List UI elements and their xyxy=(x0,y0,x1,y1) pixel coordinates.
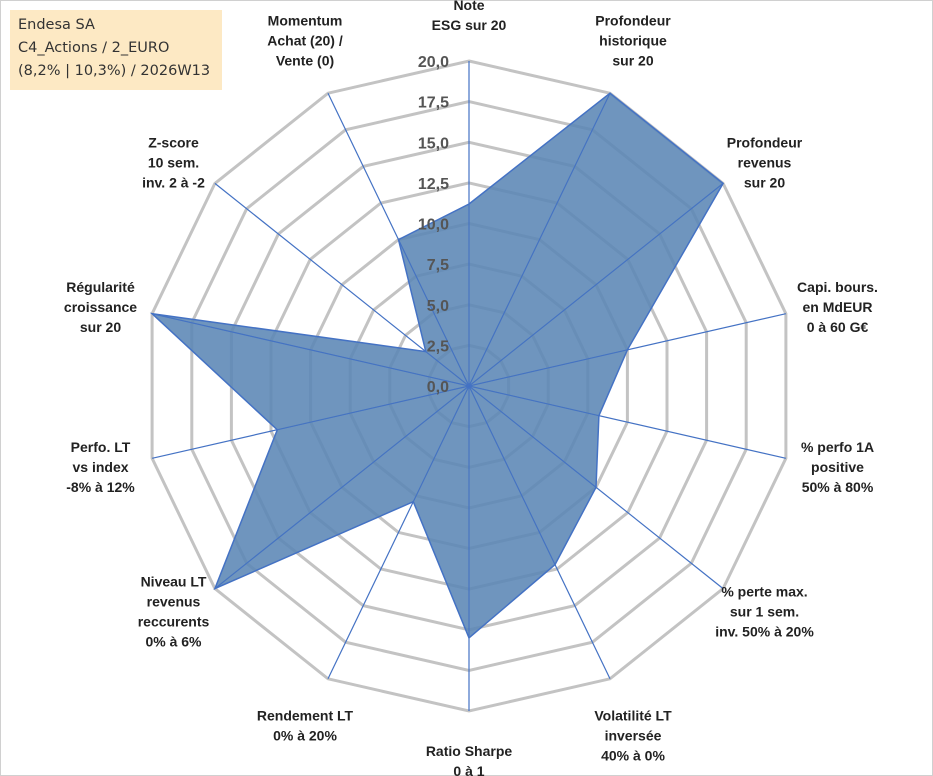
axis-label: % perte max. sur 1 sem. inv. 50% à 20% xyxy=(715,584,814,640)
axis-spoke-overlay xyxy=(277,385,470,431)
axis-label: Perfo. LT vs index -8% à 12% xyxy=(66,439,135,495)
axis-label: Régularité croissance sur 20 xyxy=(64,279,137,335)
tick-label: 2,5 xyxy=(427,338,449,355)
axis-spoke-overlay xyxy=(214,385,470,589)
tick-label: 10,0 xyxy=(418,217,449,234)
axis-label: Capi. bours. en MdEUR 0 à 60 G€ xyxy=(797,279,878,335)
tick-label: 20,0 xyxy=(418,54,449,71)
axis-label: Momentum Achat (20) / Vente (0) xyxy=(267,13,343,69)
axis-spoke-overlay xyxy=(468,92,611,387)
axis-spoke-overlay xyxy=(468,385,597,488)
tick-label: 5,0 xyxy=(427,298,449,315)
axis-spoke-overlay xyxy=(468,385,600,417)
data-area-layer xyxy=(149,92,725,640)
chart-title-box: Endesa SA C4_Actions / 2_EURO (8,2% | 10… xyxy=(10,10,222,90)
tick-label-layer: 0,0 2,5 5,0 7,5 10,0 12,5 15,0 17,5 20,0 xyxy=(418,54,449,396)
company-name: Endesa SA xyxy=(18,17,95,33)
axis-label: Rendement LT 0% à 20% xyxy=(257,707,354,743)
axis-label: Ratio Sharpe 0 à 1 xyxy=(426,743,513,776)
axis-spoke-overlay xyxy=(468,349,628,387)
tick-label: 0,0 xyxy=(427,379,449,396)
axis-label-layer: Note ESG sur 20 Profondeur historique sur 20… xyxy=(64,0,878,776)
portfolio-category: C4_Actions / 2_EURO xyxy=(18,40,170,56)
tick-label: 17,5 xyxy=(418,95,449,112)
tick-label: 15,0 xyxy=(418,135,449,152)
axis-label: % perfo 1A positive 50% à 80% xyxy=(801,439,874,495)
axis-label: Z-score 10 sem. inv. 2 à -2 xyxy=(142,135,205,191)
axis-label: Niveau LT revenus reccurents 0% à 6% xyxy=(138,574,210,650)
axis-spoke-overlay xyxy=(468,183,724,387)
axis-label: Profondeur historique sur 20 xyxy=(595,13,671,69)
axis-spoke-overlay xyxy=(468,385,556,565)
axis-spoke-overlay xyxy=(151,313,470,387)
axis-spoke-overlay xyxy=(398,239,470,387)
performance-week: (8,2% | 10,3%) / 2026W13 xyxy=(18,63,211,79)
axis-label: Profondeur revenus sur 20 xyxy=(727,135,803,191)
axis-label: Note ESG sur 20 xyxy=(432,0,507,33)
axis-spoke-overlay xyxy=(412,385,470,502)
tick-label: 12,5 xyxy=(418,176,449,193)
axis-spoke-overlay xyxy=(425,351,470,387)
axis-label: Volatilité LT inversée 40% à 0% xyxy=(594,707,672,763)
tick-label: 7,5 xyxy=(427,257,449,274)
